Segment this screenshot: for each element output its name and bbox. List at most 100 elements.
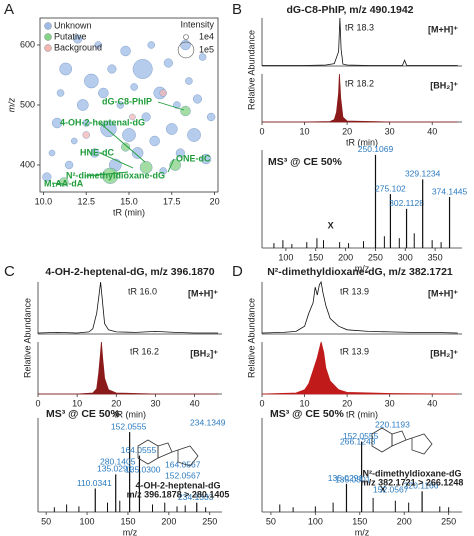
bubble [175, 148, 185, 158]
structure-ring [177, 445, 199, 467]
peak-mz-label: 135.0291 [97, 464, 133, 474]
structure-name: N²-dimethyldioxane-dG [362, 468, 461, 478]
chart-title: N²-dimethyldioxane-dG, m/z 382.1721 [267, 266, 453, 278]
fragment-label: 234.1349 [190, 417, 226, 427]
structure-transition: m/z 396.1878 > 280.1405 [127, 489, 230, 499]
bubble [107, 64, 117, 74]
x-axis-label: m/z [123, 527, 138, 536]
bubble [102, 167, 119, 184]
structure-name: 4-OH-2-heptenal-dG [135, 480, 220, 490]
annotation-arrow [51, 182, 65, 185]
peak-mz-label: 234.1333 [178, 492, 214, 502]
x-tick-label: 250 [368, 252, 383, 262]
annotation-arrow [85, 171, 129, 177]
chromatogram [37, 281, 219, 334]
ion-label: [BH₂]⁺ [430, 348, 458, 358]
legend-swatch [44, 33, 52, 41]
annotation: N²-dimethyldioxane-dG [66, 170, 165, 180]
ion-label: [M+H]⁺ [428, 24, 458, 34]
size-legend-circle [183, 34, 189, 40]
bubble [159, 167, 167, 175]
fragment-label: 152.0567 [373, 484, 409, 494]
peak-mz-label: 152.0555 [343, 431, 379, 441]
bubble [70, 137, 78, 145]
bubble [132, 59, 153, 79]
x-tick-label: 15.0 [120, 196, 138, 206]
ion-label: [BH₂]⁺ [190, 348, 218, 358]
annotation: ONE-dC [176, 153, 211, 163]
bubble [116, 101, 125, 109]
x-tick-label: 20 [210, 196, 220, 206]
peak-label: tR 18.2 [345, 78, 374, 88]
x-tick-label: 10.0 [35, 196, 53, 206]
peak-mz-label: 329.1234 [405, 169, 441, 179]
bubble [48, 149, 56, 157]
y-axis-label: Relative Abundance [246, 298, 256, 378]
panel-label: A [4, 1, 14, 18]
bubble [100, 120, 117, 138]
bubble [90, 148, 100, 158]
size-legend-label: 1e4 [199, 31, 214, 41]
bubble [200, 153, 212, 165]
y-tick-label: 400 [20, 159, 35, 169]
ion-label: [M+H]⁺ [188, 288, 218, 298]
panel-label: B [232, 1, 242, 18]
ion-label: [M+H]⁺ [428, 288, 458, 298]
annotation: HNE-dC [80, 147, 114, 157]
legend-label: Putative [54, 31, 87, 41]
structure-ring [157, 442, 173, 459]
bubble [94, 41, 102, 49]
chromatogram [262, 17, 458, 66]
bubble [42, 172, 52, 182]
bubble [82, 119, 90, 127]
bubble [122, 128, 136, 142]
peak-label: tR 13.9 [340, 346, 369, 356]
annotation: M₁AA-dA [44, 178, 84, 188]
bubble [98, 87, 109, 99]
x-tick-label: 20 [111, 398, 121, 408]
bubble [159, 89, 167, 97]
x-tick-label: 0 [35, 398, 40, 408]
structure-transition: m/z 382.1721 > 266.1248 [361, 477, 464, 487]
size-legend-circle [177, 41, 195, 59]
structure-bond [171, 449, 179, 453]
panel-label: C [4, 263, 15, 280]
bubble [84, 73, 99, 89]
bubble [64, 160, 74, 170]
excluded-marker: X [380, 484, 386, 494]
x-tick-label: 40 [427, 126, 437, 136]
x-tick-label: 250 [202, 516, 217, 526]
bubble [163, 58, 173, 68]
annotation: 4-OH-2-heptenal-dG [60, 117, 145, 127]
x-tick-label: 0 [259, 398, 264, 408]
fragment-label: 220.1193 [375, 419, 410, 429]
bubble [198, 53, 207, 61]
bubble [207, 112, 216, 122]
y-axis-label: Relative Abundance [246, 30, 256, 110]
peak-mz-label: 110.0341 [77, 478, 112, 488]
chart-title: MS³ @ CE 50% [270, 408, 345, 420]
bubble [149, 135, 160, 147]
x-tick-label: 100 [278, 252, 293, 262]
x-tick-label: 20 [342, 126, 352, 136]
bubble [82, 131, 90, 139]
fragment-label: 135.0300 [125, 464, 161, 474]
annotation-arrow [157, 101, 185, 111]
bubble [129, 113, 136, 121]
bubble [76, 99, 89, 111]
x-tick-label: 40 [190, 398, 200, 408]
x-axis-label: tR (min) [113, 207, 145, 217]
x-tick-label: 150 [308, 252, 323, 262]
chromatogram [261, 280, 458, 334]
peak-label: tR 18.3 [345, 22, 374, 32]
x-tick-label: 300 [398, 252, 413, 262]
peak-mz-label: 164.0555 [121, 445, 157, 455]
excluded-marker: X [328, 220, 334, 230]
x-tick-label: 10 [300, 398, 310, 408]
x-axis-label: tR (min) [346, 137, 378, 147]
x-tick-label: 17.5 [163, 196, 181, 206]
peak-mz-label: 135.0291 [328, 473, 364, 483]
legend-swatch [44, 44, 52, 52]
bubble [131, 147, 144, 159]
